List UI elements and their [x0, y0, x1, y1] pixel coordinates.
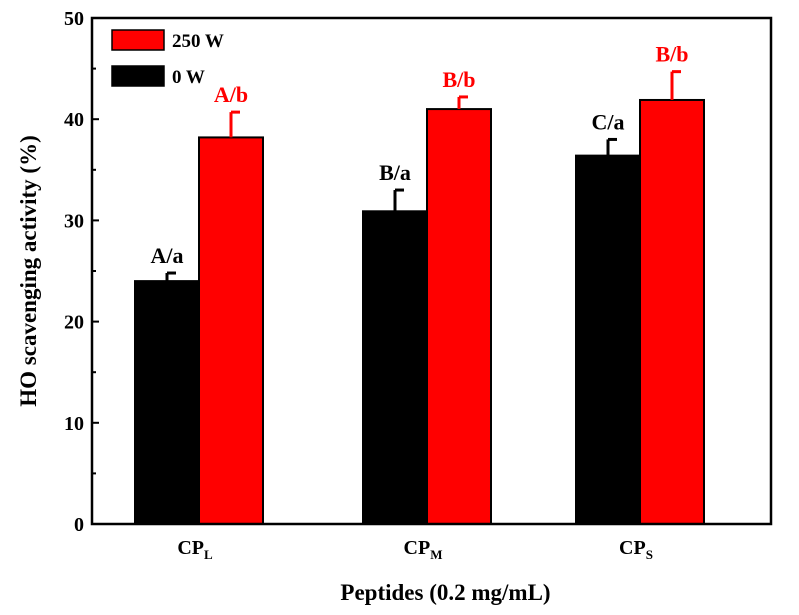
- y-tick-label-3: 30: [64, 210, 84, 232]
- legend-label-1: 0 W: [172, 67, 205, 88]
- bar-250w-0: [198, 136, 264, 526]
- bar-0w-0: [134, 280, 200, 525]
- data-label-0-2: C/a: [592, 109, 625, 134]
- x-axis-title: Peptides (0.2 mg/mL): [340, 580, 550, 605]
- legend-swatch-0: [111, 29, 165, 51]
- x-tick-label-2: CPS: [619, 537, 653, 562]
- y-tick-label-1: 10: [64, 413, 84, 435]
- bar-0w-1: [362, 210, 428, 526]
- y-tick-label-0: 0: [74, 514, 84, 536]
- x-tick-label-0: CPL: [177, 537, 213, 562]
- legend-label-0: 250 W: [172, 31, 224, 52]
- bar-250w-1: [426, 108, 492, 526]
- plot-area: A/a B/a C/a A/b B/b B/b 0 10 20 30 40 50 CPL CPM CPS Pe…: [16, 8, 773, 605]
- data-label-1-1: B/b: [442, 67, 475, 92]
- y-axis-title: HO scavenging activity (%): [16, 135, 41, 407]
- legend-swatch-1: [111, 65, 165, 87]
- y-tick-label-5: 50: [64, 8, 84, 30]
- data-label-0-0: A/a: [151, 243, 184, 268]
- data-label-1-2: B/b: [655, 42, 688, 67]
- y-tick-label-2: 20: [64, 312, 84, 334]
- x-tick-label-1: CPM: [404, 537, 443, 562]
- data-label-0-1: B/a: [379, 160, 411, 185]
- y-tick-label-4: 40: [64, 109, 84, 131]
- data-label-1-0: A/b: [214, 82, 248, 107]
- bar-0w-2: [575, 154, 641, 526]
- bar-250w-2: [639, 98, 705, 526]
